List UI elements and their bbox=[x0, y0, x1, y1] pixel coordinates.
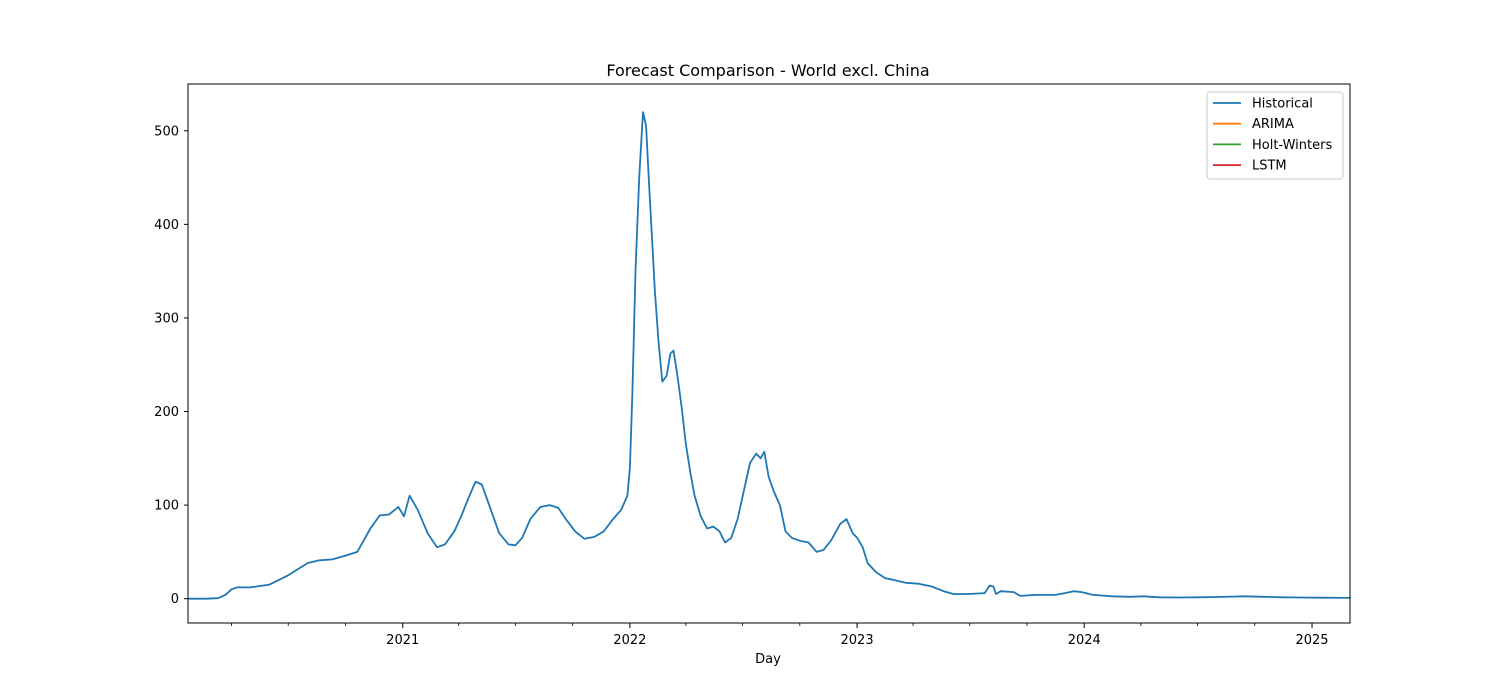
x-tick-label: 2023 bbox=[841, 633, 874, 648]
legend-frame bbox=[1206, 91, 1344, 180]
y-tick-label: 200 bbox=[154, 405, 179, 420]
x-tick-label: 2022 bbox=[613, 633, 646, 648]
x-tick-label: 2024 bbox=[1068, 633, 1101, 648]
y-tick-label: 100 bbox=[154, 499, 179, 514]
legend: Historical ARIMA Holt-Winters LSTM bbox=[1206, 91, 1344, 180]
x-axis: 2021 2022 2023 2024 2025 bbox=[231, 623, 1329, 648]
plot-area bbox=[188, 111, 1351, 600]
y-tick-label: 500 bbox=[154, 124, 179, 139]
legend-items: Historical ARIMA Holt-Winters LSTM bbox=[1213, 97, 1332, 174]
axes-frame bbox=[187, 83, 1351, 624]
x-axis-label: Day bbox=[755, 652, 781, 667]
legend-label-holt-winters: Holt-Winters bbox=[1252, 138, 1332, 153]
legend-label-arima: ARIMA bbox=[1252, 117, 1294, 132]
legend-label-historical: Historical bbox=[1252, 97, 1313, 112]
series-line-historical bbox=[188, 111, 1351, 600]
y-axis: 0 100 200 300 400 500 bbox=[154, 124, 188, 607]
x-tick-label: 2025 bbox=[1295, 633, 1328, 648]
chart-title: Forecast Comparison - World excl. China bbox=[606, 61, 929, 80]
y-tick-label: 400 bbox=[154, 218, 179, 233]
legend-label-lstm: LSTM bbox=[1252, 159, 1287, 174]
y-tick-label: 300 bbox=[154, 311, 179, 326]
y-tick-label: 0 bbox=[171, 592, 179, 607]
x-tick-label: 2021 bbox=[386, 633, 419, 648]
